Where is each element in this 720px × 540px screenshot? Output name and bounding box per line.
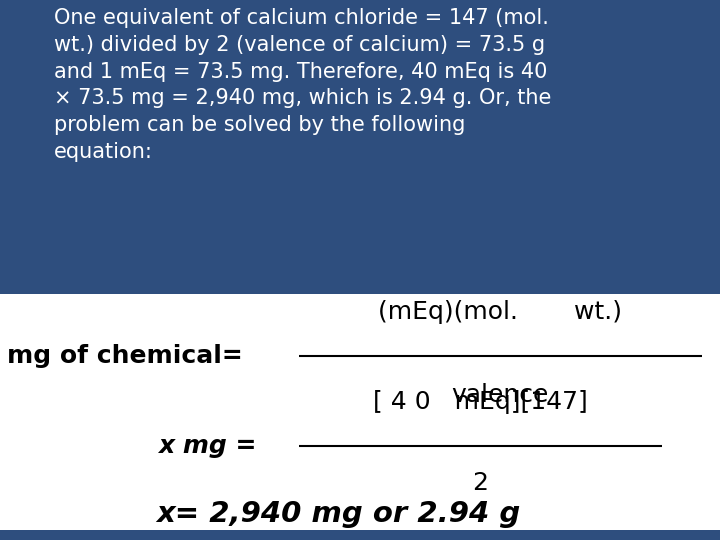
Text: valence: valence xyxy=(451,383,549,407)
Text: One equivalent of calcium chloride = 147 (mol.
wt.) divided by 2 (valence of cal: One equivalent of calcium chloride = 147… xyxy=(54,8,552,161)
Text: x mg =: x mg = xyxy=(158,434,257,457)
FancyBboxPatch shape xyxy=(0,530,720,540)
FancyBboxPatch shape xyxy=(0,0,720,294)
Text: 2: 2 xyxy=(472,471,489,495)
Text: x= 2,940 mg or 2.94 g: x= 2,940 mg or 2.94 g xyxy=(156,500,521,528)
Text: (mEq)(mol.       wt.): (mEq)(mol. wt.) xyxy=(379,300,622,324)
Text: [ 4 0   mEq][147]: [ 4 0 mEq][147] xyxy=(373,390,588,414)
Text: mg of chemical=: mg of chemical= xyxy=(7,345,243,368)
